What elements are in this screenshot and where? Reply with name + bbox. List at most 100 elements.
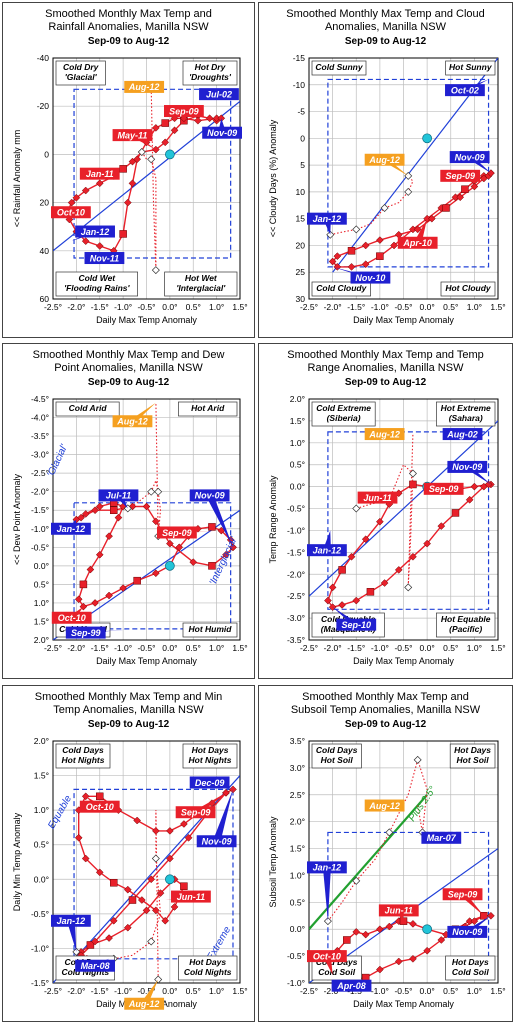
x-tick-label: 0.5°	[443, 986, 458, 996]
point-marker-hollow	[147, 487, 156, 496]
chart-subtitle: Sep-09 to Aug-12	[345, 719, 427, 730]
point-marker	[74, 595, 83, 604]
point-marker-hollow	[352, 225, 361, 234]
x-tick-label: -1.0°	[371, 302, 389, 312]
callout-pointer	[128, 135, 156, 150]
callout-box	[350, 271, 391, 284]
series-line-dotted	[76, 810, 162, 980]
corner-label: (Pacific)	[449, 624, 482, 634]
callout-box	[336, 618, 377, 631]
point-marker-hollow	[154, 975, 163, 983]
corner-label-box	[445, 60, 496, 76]
callout-box	[423, 482, 464, 495]
point-marker-square	[442, 204, 450, 212]
chart-subtitle: Sep-09 to Aug-12	[88, 36, 170, 47]
origin-marker	[165, 874, 175, 885]
corner-label: Cold Wet	[78, 273, 116, 283]
x-axis-label: Daily Max Temp Anomaly	[353, 656, 454, 666]
callout-label: Jan-12	[313, 545, 342, 555]
callout-box	[196, 835, 237, 848]
point-marker	[487, 169, 495, 177]
point-marker	[328, 257, 337, 266]
callout-label: Jun-11	[177, 892, 205, 902]
x-tick-label: 1.0°	[209, 643, 224, 653]
callout-box	[421, 831, 462, 844]
point-marker	[465, 495, 474, 504]
point-marker	[479, 174, 488, 183]
callout-box	[397, 236, 438, 249]
y-tick-label: -1.5°	[31, 978, 49, 988]
chart-title: Rainfall Anomalies, Manilla NSW	[48, 21, 209, 33]
diagonal-annotation: Equable	[46, 793, 74, 831]
y-tick-label: -0.5°	[287, 504, 305, 514]
callout-label: Sep-09	[445, 171, 475, 181]
chart-title: Point Anomalies, Manilla NSW	[54, 362, 203, 374]
y-tick-label: -40	[37, 53, 50, 63]
corner-label: Hot Soil	[321, 755, 354, 765]
x-tick-label: -1.5°	[91, 302, 109, 312]
callout-pointer	[332, 607, 361, 625]
callout-box	[175, 806, 216, 819]
chart-title: Subsoil Temp Anomalies, Manilla NSW	[291, 704, 481, 716]
callout-label: Sep-09	[169, 106, 199, 116]
point-marker-square	[376, 252, 384, 260]
origin-marker	[422, 133, 432, 144]
point-marker	[95, 550, 104, 559]
callout-box	[84, 252, 125, 265]
callout-label: Nov-09	[195, 491, 225, 501]
point-marker	[114, 513, 123, 522]
point-marker	[427, 214, 436, 223]
point-marker	[151, 124, 160, 132]
y-tick-label: 40	[40, 246, 50, 256]
point-marker	[423, 539, 431, 548]
point-marker-square	[110, 878, 118, 887]
callout-box	[378, 904, 419, 917]
y-axis-label: Daily Min Temp Anomaly	[12, 812, 22, 911]
y-tick-label: 25	[296, 267, 306, 277]
point-marker-hollow	[147, 155, 156, 164]
y-axis-label: Subsoil Temp Anomaly	[268, 816, 278, 907]
point-marker	[123, 885, 132, 894]
point-marker-hollow	[352, 876, 361, 885]
x-tick-label: 1.0°	[467, 302, 482, 312]
point-marker	[470, 182, 479, 191]
callout-box	[307, 544, 347, 557]
x-tick-label: 1.5°	[490, 643, 505, 653]
callout-label: Jan-12	[57, 524, 86, 534]
point-marker	[91, 599, 99, 607]
callout-label: Sep-10	[341, 620, 371, 630]
point-marker	[376, 965, 384, 974]
callout-label: Jul-02	[206, 89, 232, 99]
callout-box	[51, 611, 92, 624]
corner-label: Hot Nights	[189, 755, 232, 765]
point-marker	[95, 179, 104, 188]
callout-box	[447, 460, 488, 473]
corner-label: Hot Cloudy	[445, 283, 492, 293]
y-tick-label: 2.0°	[290, 394, 305, 404]
x-tick-label: 0.0°	[420, 986, 435, 996]
point-marker	[437, 522, 446, 530]
point-marker	[222, 550, 230, 559]
corner-label: Cold Sunny	[315, 62, 363, 72]
y-tick-label: 0.0°	[290, 482, 305, 492]
y-tick-label: 20	[296, 240, 306, 250]
callout-box	[112, 129, 153, 142]
x-tick-label: 0.0°	[162, 643, 177, 653]
point-marker	[361, 930, 370, 939]
x-tick-label: 0.5°	[443, 643, 458, 653]
y-tick-label: -20	[37, 101, 50, 111]
callout-box	[75, 959, 115, 972]
point-marker-hollow	[323, 917, 332, 926]
point-marker	[74, 833, 83, 842]
callout-label: Oct-02	[451, 85, 479, 95]
chart-title: Anomalies, Manilla NSW	[325, 21, 447, 33]
point-marker-hollow	[137, 147, 146, 156]
callout-label: Oct-10	[57, 208, 85, 218]
x-tick-label: 1.5°	[490, 986, 505, 996]
y-tick-label: 0.0°	[34, 561, 49, 571]
x-axis-label: Daily Max Temp Anomaly	[96, 656, 197, 666]
corner-label-box	[55, 271, 138, 297]
point-marker	[361, 241, 370, 250]
